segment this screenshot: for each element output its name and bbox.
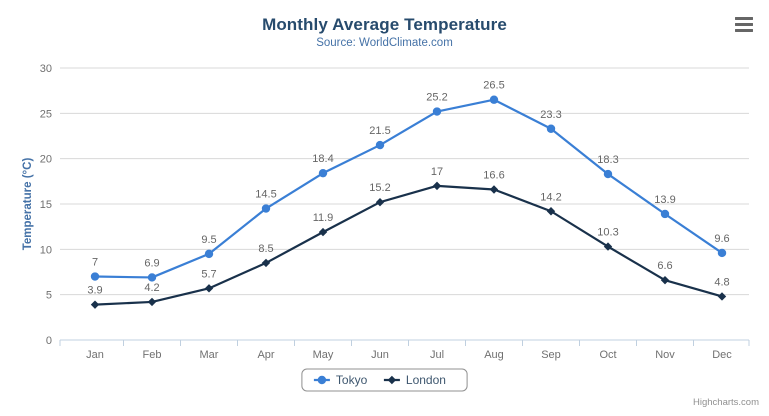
- data-point-marker[interactable]: [660, 275, 670, 285]
- gridlines-group: [60, 67, 749, 296]
- data-point-marker[interactable]: [147, 297, 157, 307]
- menu-bar-2: [735, 23, 753, 26]
- data-label: 13.9: [654, 194, 675, 206]
- data-point-marker[interactable]: [546, 207, 556, 216]
- data-label: 11.9: [313, 212, 334, 224]
- data-point-marker[interactable]: [603, 169, 613, 179]
- data-label: 9.5: [201, 234, 216, 246]
- data-point-marker[interactable]: [432, 181, 442, 191]
- y-axis-tick-label: 5: [46, 290, 52, 302]
- data-point-marker[interactable]: [432, 107, 442, 116]
- data-label: 21.5: [369, 125, 390, 137]
- data-label: 7: [92, 257, 98, 269]
- y-axis-tick-label: 30: [40, 63, 52, 75]
- x-axis-tick-label: Nov: [655, 349, 675, 361]
- legend-box: [301, 368, 468, 392]
- x-axis-group: [59, 339, 750, 346]
- data-point-marker[interactable]: [90, 300, 100, 309]
- data-point-marker[interactable]: [318, 227, 328, 237]
- x-axis-tick-label: Dec: [712, 349, 732, 361]
- chart-subtitle: Source: WorldClimate.com: [316, 37, 453, 49]
- x-axis-tick-label: Jan: [86, 349, 104, 361]
- data-label: 4.2: [144, 282, 159, 294]
- x-axis-tick-label: Mar: [200, 349, 219, 361]
- y-axis-title: Temperature (°C): [22, 158, 34, 251]
- data-label: 14.2: [540, 191, 561, 203]
- data-label: 16.6: [483, 169, 504, 181]
- legend[interactable]: Tokyo London: [301, 368, 468, 392]
- data-point-marker[interactable]: [489, 95, 499, 104]
- data-point-marker[interactable]: [261, 258, 271, 268]
- data-point-marker[interactable]: [204, 249, 214, 259]
- data-point-marker[interactable]: [147, 273, 157, 282]
- y-axis-tick-label: 10: [40, 244, 52, 256]
- y-axis-title-group: Temperature (°C): [22, 158, 34, 251]
- x-axis-tick-label: Aug: [484, 349, 504, 361]
- data-label: 23.3: [540, 109, 561, 121]
- data-label: 14.5: [255, 189, 276, 201]
- data-point-marker[interactable]: [375, 197, 385, 207]
- data-label: 18.4: [312, 153, 333, 165]
- y-axis-labels-group: 0 5 10 15 20 25 30: [40, 63, 52, 347]
- data-label: 9.6: [714, 233, 729, 245]
- series-group: [90, 95, 727, 309]
- data-label: 26.5: [483, 80, 504, 92]
- series-line-london[interactable]: [93, 184, 724, 306]
- x-axis-tick-label: Apr: [257, 349, 274, 361]
- context-menu-icon[interactable]: [732, 14, 756, 36]
- x-axis-labels-group: Jan Feb Mar Apr May Jun Jul Aug Sep Oct Nov Dec: [86, 349, 732, 361]
- data-point-marker[interactable]: [546, 124, 556, 133]
- data-label: 8.5: [258, 243, 273, 255]
- x-axis-tick-label: Oct: [599, 349, 616, 361]
- data-point-marker[interactable]: [717, 248, 727, 258]
- data-point-marker[interactable]: [717, 292, 727, 301]
- data-point-marker[interactable]: [603, 242, 613, 251]
- data-point-marker[interactable]: [261, 204, 271, 213]
- data-point-marker[interactable]: [204, 284, 214, 293]
- x-axis-tick-label: Jun: [371, 349, 389, 361]
- data-label: 17: [431, 166, 443, 178]
- chart-title: Monthly Average Temperature: [262, 15, 507, 34]
- y-axis-tick-label: 15: [40, 199, 52, 211]
- menu-bar-1: [735, 17, 753, 20]
- credits-link[interactable]: Highcharts.com: [693, 397, 759, 408]
- data-point-marker[interactable]: [489, 185, 499, 194]
- y-axis-tick-label: 0: [46, 335, 52, 347]
- legend-marker-london: [387, 375, 397, 385]
- data-point-marker[interactable]: [90, 272, 100, 281]
- data-label: 6.9: [144, 257, 159, 269]
- y-axis-tick-label: 20: [40, 154, 52, 166]
- legend-item-london[interactable]: London: [406, 373, 446, 387]
- data-point-marker[interactable]: [375, 140, 385, 150]
- data-label: 3.9: [87, 285, 102, 297]
- data-labels-group: 7 6.9 9.5 14.5 18.4 21.5 25.2 26.5 23.3 18.3 13.9 9…: [87, 80, 729, 297]
- series-line-tokyo[interactable]: [93, 98, 724, 279]
- legend-marker-tokyo: [317, 375, 327, 385]
- data-point-marker[interactable]: [660, 209, 670, 219]
- data-label: 10.3: [597, 227, 618, 239]
- legend-item-tokyo[interactable]: Tokyo: [336, 373, 368, 387]
- data-point-marker[interactable]: [318, 168, 328, 178]
- data-label: 25.2: [426, 92, 447, 104]
- x-axis-tick-label: Feb: [143, 349, 162, 361]
- y-axis-tick-label: 25: [40, 108, 52, 120]
- data-label: 15.2: [369, 182, 390, 194]
- menu-bar-3: [735, 29, 753, 32]
- x-axis-tick-label: Jul: [430, 349, 444, 361]
- data-label: 5.7: [201, 268, 216, 280]
- data-label: 18.3: [597, 154, 618, 166]
- data-label: 4.8: [714, 276, 729, 288]
- x-axis-tick-label: May: [313, 349, 334, 361]
- x-axis-tick-label: Sep: [541, 349, 561, 361]
- data-label: 6.6: [657, 260, 672, 272]
